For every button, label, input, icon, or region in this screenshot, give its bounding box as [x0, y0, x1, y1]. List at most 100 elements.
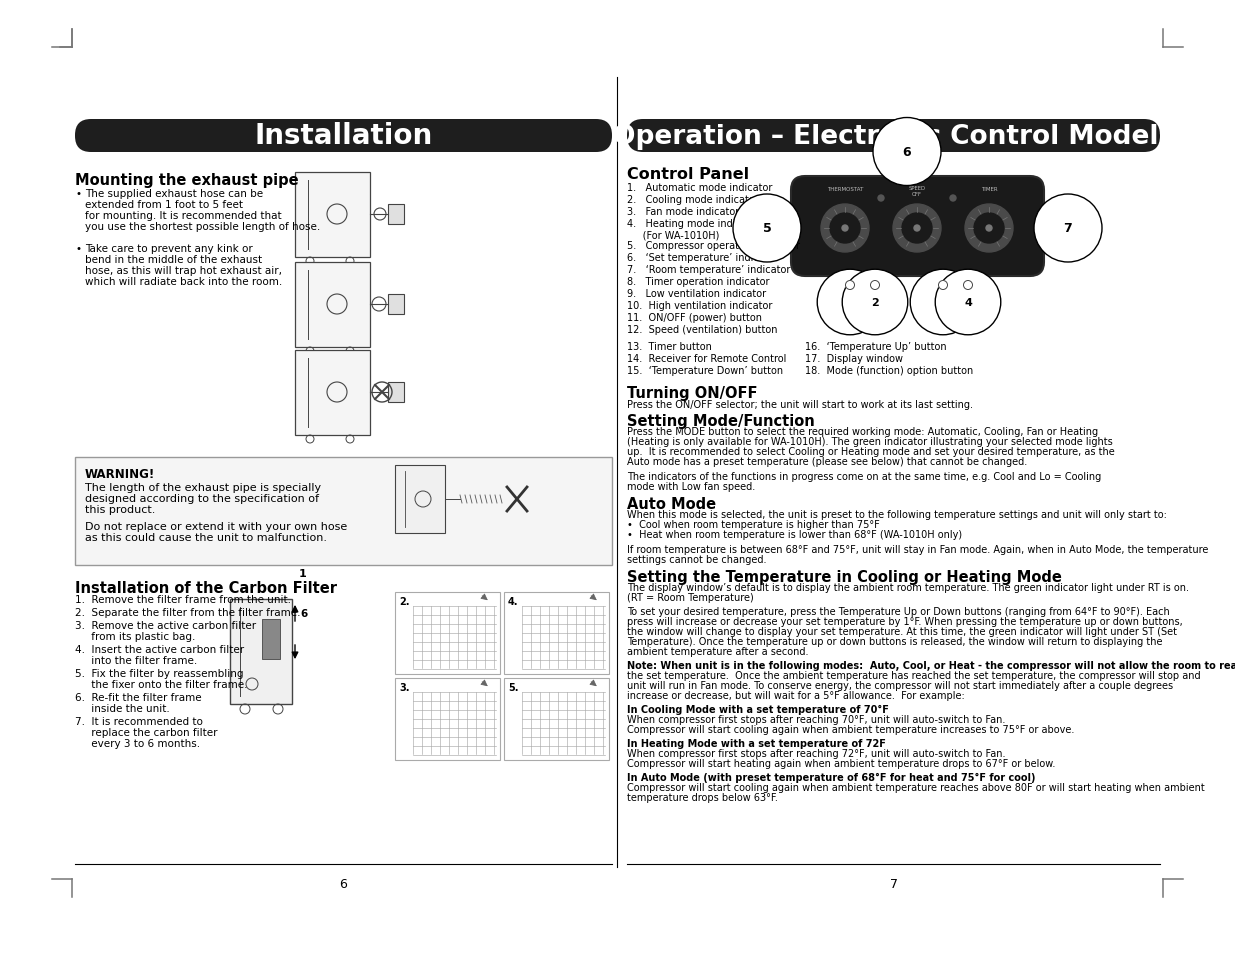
- Text: 3.   Fan mode indicator: 3. Fan mode indicator: [627, 207, 740, 216]
- Text: In Heating Mode with a set temperature of 72F: In Heating Mode with a set temperature o…: [627, 739, 885, 748]
- Text: from its plastic bag.: from its plastic bag.: [75, 631, 195, 641]
- Text: In Cooling Mode with a set temperature of 70°F: In Cooling Mode with a set temperature o…: [627, 704, 889, 715]
- FancyBboxPatch shape: [790, 177, 1044, 276]
- Text: as this could cause the unit to malfunction.: as this could cause the unit to malfunct…: [85, 533, 327, 542]
- Bar: [395, 679, 500, 760]
- Text: which will radiate back into the room.: which will radiate back into the room.: [85, 276, 283, 287]
- Text: 5.: 5.: [508, 682, 519, 692]
- Text: THERMOSTAT: THERMOSTAT: [826, 187, 863, 192]
- Text: 4: 4: [965, 297, 972, 308]
- Bar: [395, 593, 500, 675]
- Circle shape: [986, 226, 992, 232]
- Text: 6: 6: [903, 146, 911, 159]
- Text: the fixer onto the filter frame.: the fixer onto the filter frame.: [75, 679, 247, 689]
- Text: To set your desired temperature, press the Temperature Up or Down buttons (rangi: To set your desired temperature, press t…: [627, 606, 1170, 617]
- Bar: [388, 205, 404, 225]
- Circle shape: [963, 281, 972, 291]
- Text: the window will change to display your set temperature. At this time, the green : the window will change to display your s…: [627, 626, 1177, 637]
- Text: replace the carbon filter: replace the carbon filter: [75, 727, 217, 738]
- Text: 9.   Low ventilation indicator: 9. Low ventilation indicator: [627, 289, 766, 298]
- Text: into the filter frame.: into the filter frame.: [75, 656, 198, 665]
- Text: 5.  Fix the filter by reassembling: 5. Fix the filter by reassembling: [75, 668, 243, 679]
- Text: 5.   Compressor operation indicator: 5. Compressor operation indicator: [627, 241, 800, 251]
- Text: 7.   ‘Room temperature’ indicator: 7. ‘Room temperature’ indicator: [627, 265, 790, 274]
- FancyBboxPatch shape: [75, 120, 613, 152]
- Circle shape: [965, 205, 1013, 253]
- Bar: [388, 382, 404, 402]
- Text: 7: 7: [1063, 222, 1072, 235]
- Bar: [388, 294, 404, 314]
- Bar: [75, 457, 613, 565]
- FancyBboxPatch shape: [627, 120, 1160, 152]
- Text: 3.: 3.: [399, 682, 410, 692]
- Text: The display window’s default is to display the ambient room temperature. The gre: The display window’s default is to displ…: [627, 582, 1189, 593]
- Text: 1.  Remove the filter frame from the unit.: 1. Remove the filter frame from the unit…: [75, 595, 291, 604]
- Text: The length of the exhaust pipe is specially: The length of the exhaust pipe is specia…: [85, 482, 321, 493]
- Bar: [504, 593, 609, 675]
- Text: 2.: 2.: [399, 597, 410, 606]
- Text: 6.   ‘Set temperature’ indicator: 6. ‘Set temperature’ indicator: [627, 253, 778, 263]
- Text: 8.   Timer operation indicator: 8. Timer operation indicator: [627, 276, 769, 287]
- Text: Press the ON/OFF selector; the unit will start to work at its last setting.: Press the ON/OFF selector; the unit will…: [627, 399, 973, 410]
- Circle shape: [902, 213, 932, 244]
- Circle shape: [893, 205, 941, 253]
- Text: •: •: [75, 244, 82, 253]
- Text: Control Panel: Control Panel: [627, 167, 750, 182]
- Text: Mounting the exhaust pipe: Mounting the exhaust pipe: [75, 172, 299, 188]
- Text: 4.: 4.: [508, 597, 519, 606]
- Text: 16.  ‘Temperature Up’ button: 16. ‘Temperature Up’ button: [805, 341, 946, 352]
- Bar: [295, 351, 370, 436]
- Circle shape: [950, 195, 956, 202]
- Text: Do not replace or extend it with your own hose: Do not replace or extend it with your ow…: [85, 521, 347, 532]
- Text: mode with Low fan speed.: mode with Low fan speed.: [627, 481, 756, 492]
- Text: Compressor will start cooling again when ambient temperature increases to 75°F o: Compressor will start cooling again when…: [627, 724, 1074, 734]
- Text: (RT = Room Temperature): (RT = Room Temperature): [627, 593, 753, 602]
- Text: 1: 1: [846, 297, 853, 308]
- Text: ambient temperature after a second.: ambient temperature after a second.: [627, 646, 809, 657]
- Text: 12.  Speed (ventilation) button: 12. Speed (ventilation) button: [627, 325, 778, 335]
- Text: 1: 1: [299, 568, 306, 578]
- Text: this product.: this product.: [85, 504, 156, 515]
- Bar: [262, 619, 280, 659]
- Circle shape: [914, 226, 920, 232]
- Text: inside the unit.: inside the unit.: [75, 703, 169, 713]
- Text: every 3 to 6 months.: every 3 to 6 months.: [75, 739, 200, 748]
- Text: 3: 3: [939, 297, 947, 308]
- Bar: [295, 172, 370, 257]
- Text: Installation of the Carbon Filter: Installation of the Carbon Filter: [75, 580, 337, 596]
- Text: 15.  ‘Temperature Down’ button: 15. ‘Temperature Down’ button: [627, 366, 783, 375]
- Text: you use the shortest possible length of hose.: you use the shortest possible length of …: [85, 222, 320, 232]
- Bar: [230, 599, 291, 704]
- Bar: [295, 263, 370, 348]
- Text: designed according to the specification of: designed according to the specification …: [85, 494, 319, 503]
- Text: Note: When unit is in the following modes:  Auto, Cool, or Heat - the compressor: Note: When unit is in the following mode…: [627, 660, 1235, 670]
- Text: for mounting. It is recommended that: for mounting. It is recommended that: [85, 211, 282, 221]
- Text: 6: 6: [340, 877, 347, 890]
- Text: the set temperature.  Once the ambient temperature has reached the set temperatu: the set temperature. Once the ambient te…: [627, 670, 1200, 680]
- Circle shape: [830, 213, 860, 244]
- Text: 2.  Separate the filter from the filter frame.: 2. Separate the filter from the filter f…: [75, 607, 300, 618]
- Text: WARNING!: WARNING!: [85, 468, 156, 480]
- Text: Temperature). Once the temperature up or down buttons is released, the window wi: Temperature). Once the temperature up or…: [627, 637, 1162, 646]
- Text: In Auto Mode (with preset temperature of 68°F for heat and 75°F for cool): In Auto Mode (with preset temperature of…: [627, 772, 1035, 782]
- Text: The indicators of the functions in progress come on at the same time, e.g. Cool : The indicators of the functions in progr…: [627, 472, 1102, 481]
- Text: If room temperature is between 68°F and 75°F, unit will stay in Fan mode. Again,: If room temperature is between 68°F and …: [627, 544, 1208, 555]
- Text: Compressor will start cooling again when ambient temperature reaches above 80F o: Compressor will start cooling again when…: [627, 782, 1205, 792]
- Text: 7: 7: [889, 877, 898, 890]
- Text: Turning ON/OFF: Turning ON/OFF: [627, 386, 757, 400]
- Text: •  Cool when room temperature is higher than 75°F: • Cool when room temperature is higher t…: [627, 519, 879, 530]
- Text: (For WA-1010H): (For WA-1010H): [627, 230, 719, 240]
- Text: 6: 6: [300, 608, 308, 618]
- Text: When compressor first stops after reaching 70°F, unit will auto-switch to Fan.: When compressor first stops after reachi…: [627, 714, 1005, 724]
- Circle shape: [974, 213, 1004, 244]
- Text: bend in the middle of the exhaust: bend in the middle of the exhaust: [85, 254, 262, 265]
- Text: 4.   Heating mode indicator: 4. Heating mode indicator: [627, 219, 761, 229]
- Text: Press the MODE button to select the required working mode: Automatic, Cooling, F: Press the MODE button to select the requ…: [627, 427, 1098, 436]
- Circle shape: [878, 195, 884, 202]
- Text: 13.  Timer button: 13. Timer button: [627, 341, 711, 352]
- Text: 5: 5: [763, 222, 772, 235]
- Text: 3.  Remove the active carbon filter: 3. Remove the active carbon filter: [75, 620, 256, 630]
- Text: 4.  Insert the active carbon filter: 4. Insert the active carbon filter: [75, 644, 245, 655]
- Circle shape: [939, 281, 947, 291]
- Bar: [395, 465, 445, 534]
